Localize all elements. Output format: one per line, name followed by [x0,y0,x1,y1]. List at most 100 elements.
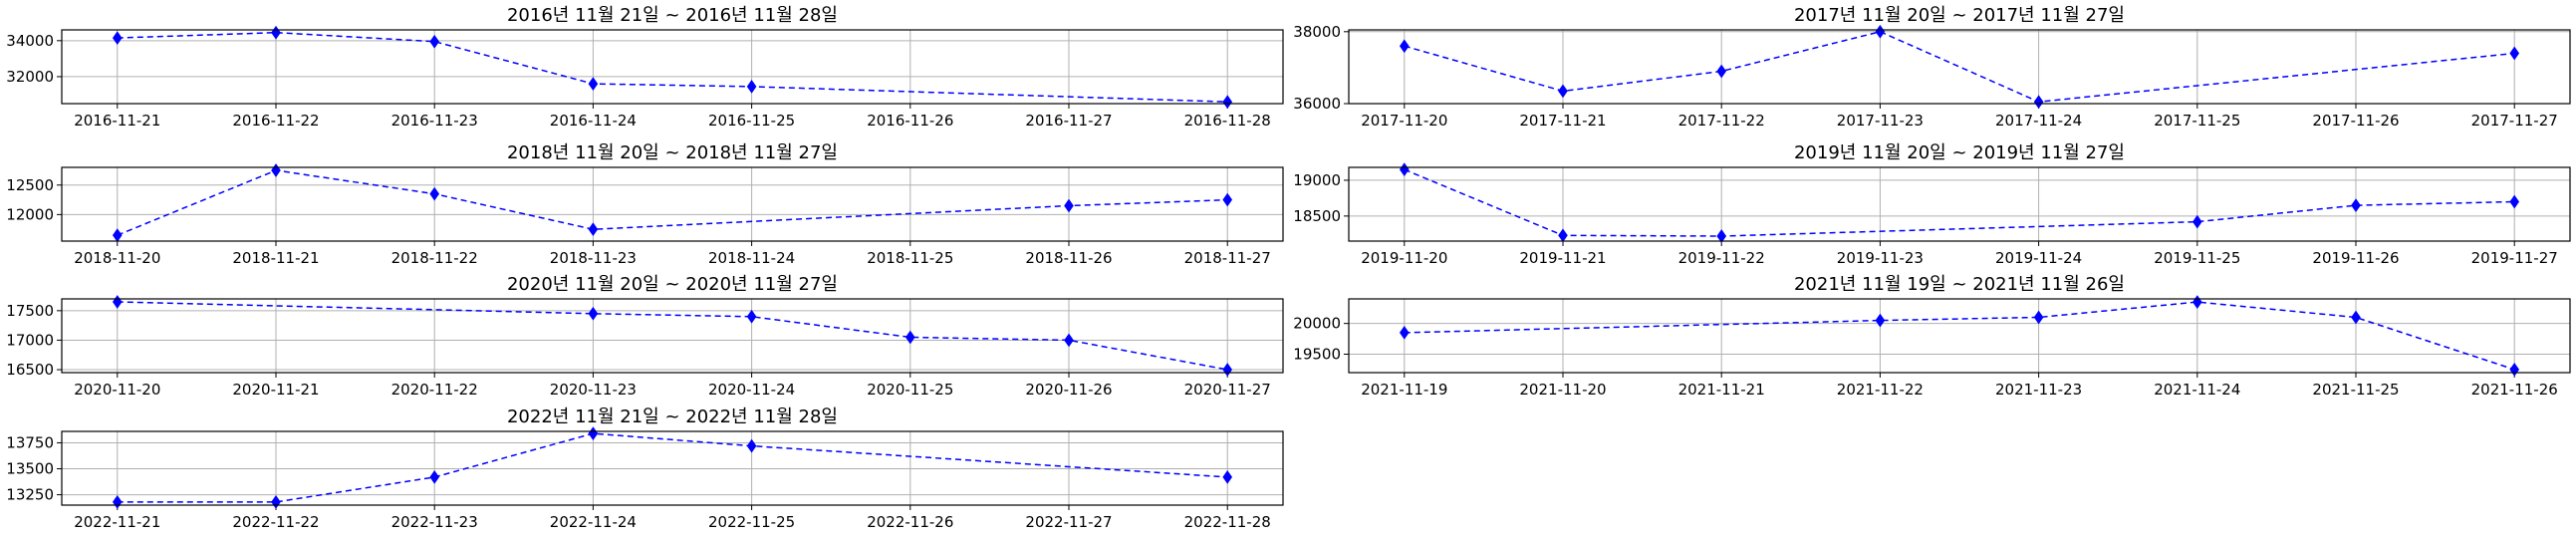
y-tick-label: 36000 [1293,95,1341,113]
data-point-marker [429,186,440,201]
data-point-marker [1558,84,1568,99]
x-tick-label: 2021-11-21 [1678,381,1765,399]
x-tick-label: 2016-11-21 [74,112,160,130]
x-tick-label: 2016-11-22 [232,112,319,130]
x-tick-label: 2022-11-27 [1025,513,1112,531]
x-tick-label: 2017-11-24 [1995,112,2082,130]
plot-frame [1348,166,2571,242]
data-point-marker [2509,194,2520,209]
chart-title: 2020년 11월 20일 ~ 2020년 11월 27일 [507,274,838,295]
x-tick-label: 2017-11-27 [2471,112,2558,130]
data-point-marker [2033,95,2044,110]
data-point-marker [2033,310,2044,325]
data-point-marker [1399,162,1410,177]
x-tick-label: 2022-11-28 [1184,513,1271,531]
x-tick-label: 2017-11-26 [2312,112,2399,130]
x-tick-label: 2017-11-21 [1519,112,1606,130]
x-tick-label: 2022-11-23 [391,513,478,531]
data-point-marker [429,34,440,49]
data-point-marker [1875,313,1886,328]
x-tick-label: 2020-11-20 [74,381,160,399]
y-tick-label: 38000 [1293,23,1341,41]
x-tick-label: 2020-11-22 [391,381,478,399]
data-point-marker [112,495,123,509]
data-point-marker [1716,64,1727,79]
y-tick-label: 17000 [6,331,54,349]
x-tick-label: 2020-11-23 [550,381,637,399]
chart-title: 2018년 11월 20일 ~ 2018년 11월 27일 [507,142,838,163]
data-point-marker [2351,198,2361,212]
data-point-marker [112,228,123,242]
y-tick-label: 20000 [1293,315,1341,333]
plot-frame [61,430,1284,506]
data-point-marker [746,438,757,453]
data-point-marker [1222,469,1233,484]
subplot-6: 2021년 11월 19일 ~ 2021년 11월 26일 2021-11-19 2… [1293,274,2571,399]
y-tick-label: 13250 [6,486,54,504]
x-tick-label: 2021-11-23 [1995,381,2082,399]
x-tick-label: 2018-11-21 [232,249,319,267]
data-point-marker [2351,310,2361,325]
data-point-marker [588,222,599,237]
data-point-marker [1222,363,1233,377]
x-tick-label: 2018-11-23 [550,249,637,267]
data-point-marker [746,309,757,324]
y-tick-label: 17500 [6,302,54,320]
data-point-marker [1064,198,1074,213]
data-point-marker [271,25,281,40]
plot-frame [1348,298,2571,374]
chart-title: 2022년 11월 21일 ~ 2022년 11월 28일 [507,406,838,427]
data-point-marker [271,495,281,509]
x-tick-label: 2022-11-21 [74,513,160,531]
x-tick-label: 2016-11-23 [391,112,478,130]
subplot-4: 2019년 11월 20일 ~ 2019년 11월 27일 2019-11-20 2… [1293,142,2571,267]
data-point-marker [2191,295,2202,309]
x-tick-label: 2016-11-27 [1025,112,1112,130]
data-point-marker [1716,229,1727,243]
x-tick-label: 2018-11-27 [1184,249,1271,267]
x-tick-label: 2019-11-22 [1678,249,1765,267]
y-tick-label: 12000 [6,205,54,223]
data-point-marker [112,31,123,45]
x-tick-label: 2019-11-25 [2154,249,2240,267]
x-tick-label: 2020-11-25 [867,381,953,399]
x-tick-label: 2021-11-20 [1519,381,1606,399]
x-tick-label: 2021-11-19 [1361,381,1447,399]
subplot-5: 2020년 11월 20일 ~ 2020년 11월 27일 2020-11-20 2… [6,274,1284,399]
x-tick-label: 2018-11-24 [708,249,795,267]
plot-frame [61,298,1284,374]
data-point-marker [1399,326,1410,340]
x-tick-label: 2022-11-22 [232,513,319,531]
x-tick-label: 2022-11-24 [550,513,637,531]
x-tick-label: 2019-11-27 [2471,249,2558,267]
data-point-marker [2191,214,2202,229]
series-line [117,31,1228,103]
data-point-marker [588,306,599,321]
x-tick-label: 2016-11-26 [867,112,953,130]
data-point-marker [1222,192,1233,207]
data-point-marker [2509,46,2520,61]
y-tick-label: 16500 [6,361,54,379]
x-tick-label: 2019-11-23 [1837,249,1924,267]
data-point-marker [112,295,123,309]
plot-frame [1348,29,2571,105]
y-tick-label: 19000 [1293,171,1341,189]
data-point-marker [1875,24,1886,39]
y-tick-label: 19500 [1293,346,1341,364]
x-tick-label: 2017-11-20 [1361,112,1447,130]
subplot-3: 2018년 11월 20일 ~ 2018년 11월 27일 2018-11-20 2… [6,142,1284,267]
data-point-marker [746,79,757,94]
x-tick-label: 2021-11-24 [2154,381,2240,399]
data-point-marker [271,163,281,177]
y-tick-label: 32000 [6,68,54,86]
subplot-7: 2022년 11월 21일 ~ 2022년 11월 28일 2022-11-21 2… [6,406,1284,531]
plot-frame [61,29,1284,105]
x-tick-label: 2018-11-22 [391,249,478,267]
data-point-marker [1399,39,1410,54]
x-tick-label: 2016-11-25 [708,112,795,130]
x-tick-label: 2020-11-21 [232,381,319,399]
x-tick-label: 2017-11-25 [2154,112,2240,130]
data-point-marker [429,469,440,484]
x-tick-label: 2019-11-20 [1361,249,1447,267]
x-tick-label: 2017-11-23 [1837,112,1924,130]
